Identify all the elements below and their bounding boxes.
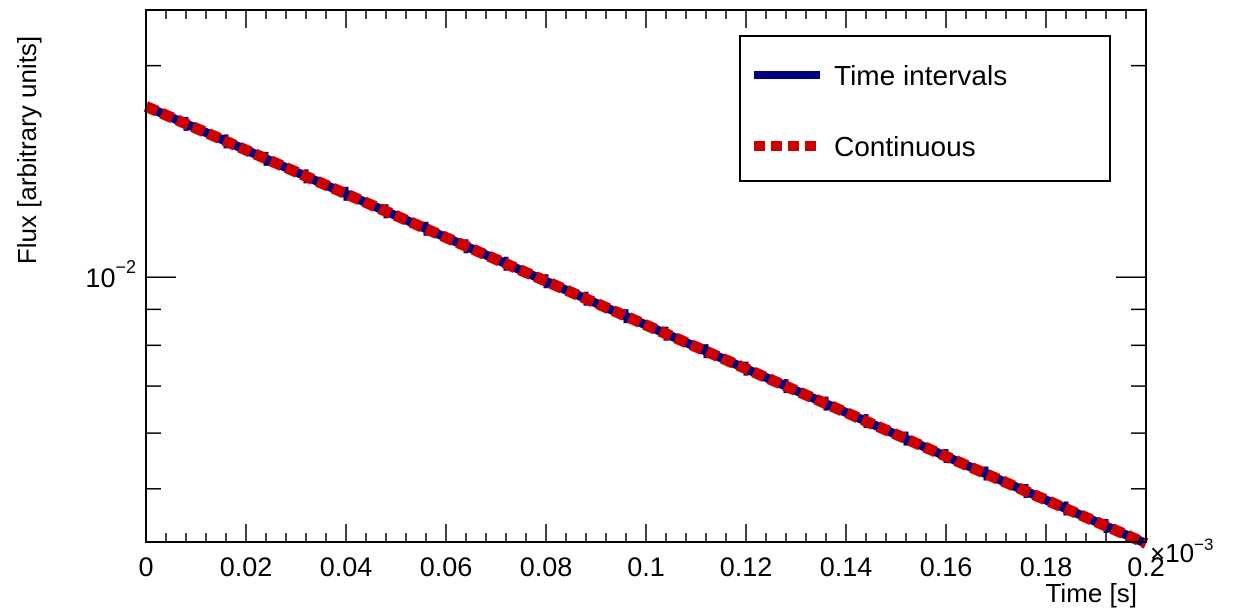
x-tick-label: 0.08 [520,552,573,582]
x-tick-labels: 0 0.02 0.04 0.06 0.08 0.1 0.12 0.14 0.16 0.18 0.2 [138,552,1164,582]
legend-label-time-intervals: Time intervals [834,60,1007,91]
x-axis-title: Time [s] [1046,578,1137,608]
y-axis-title: Flux [arbitrary units] [12,36,42,264]
x-tick-label: 0 [138,552,153,582]
x-tick-label: 0.16 [920,552,973,582]
x-multiplier: ×10−3 [1150,535,1214,568]
major-ticks [145,10,1147,542]
x-tick-label: 0.1 [627,552,665,582]
x-tick-label: 0.18 [1020,552,1073,582]
x-tick-label: 0.04 [320,552,373,582]
series-line-continuous-overlay [143,101,1149,549]
x-tick-label: 0.02 [220,552,273,582]
x-tick-label: 0.2 [1127,552,1165,582]
x-tick-label: 0.14 [820,552,873,582]
x-tick-label: 0.06 [420,552,473,582]
minor-ticks [146,10,1146,542]
legend-box [739,35,1111,182]
series-layer [143,101,1149,549]
y-tick-label: 10−2 [85,257,136,293]
legend: Time intervals Continuous [739,35,1111,182]
x-tick-label: 0.12 [720,552,773,582]
legend-label-continuous: Continuous [834,131,976,162]
plot-frame [145,9,1147,543]
